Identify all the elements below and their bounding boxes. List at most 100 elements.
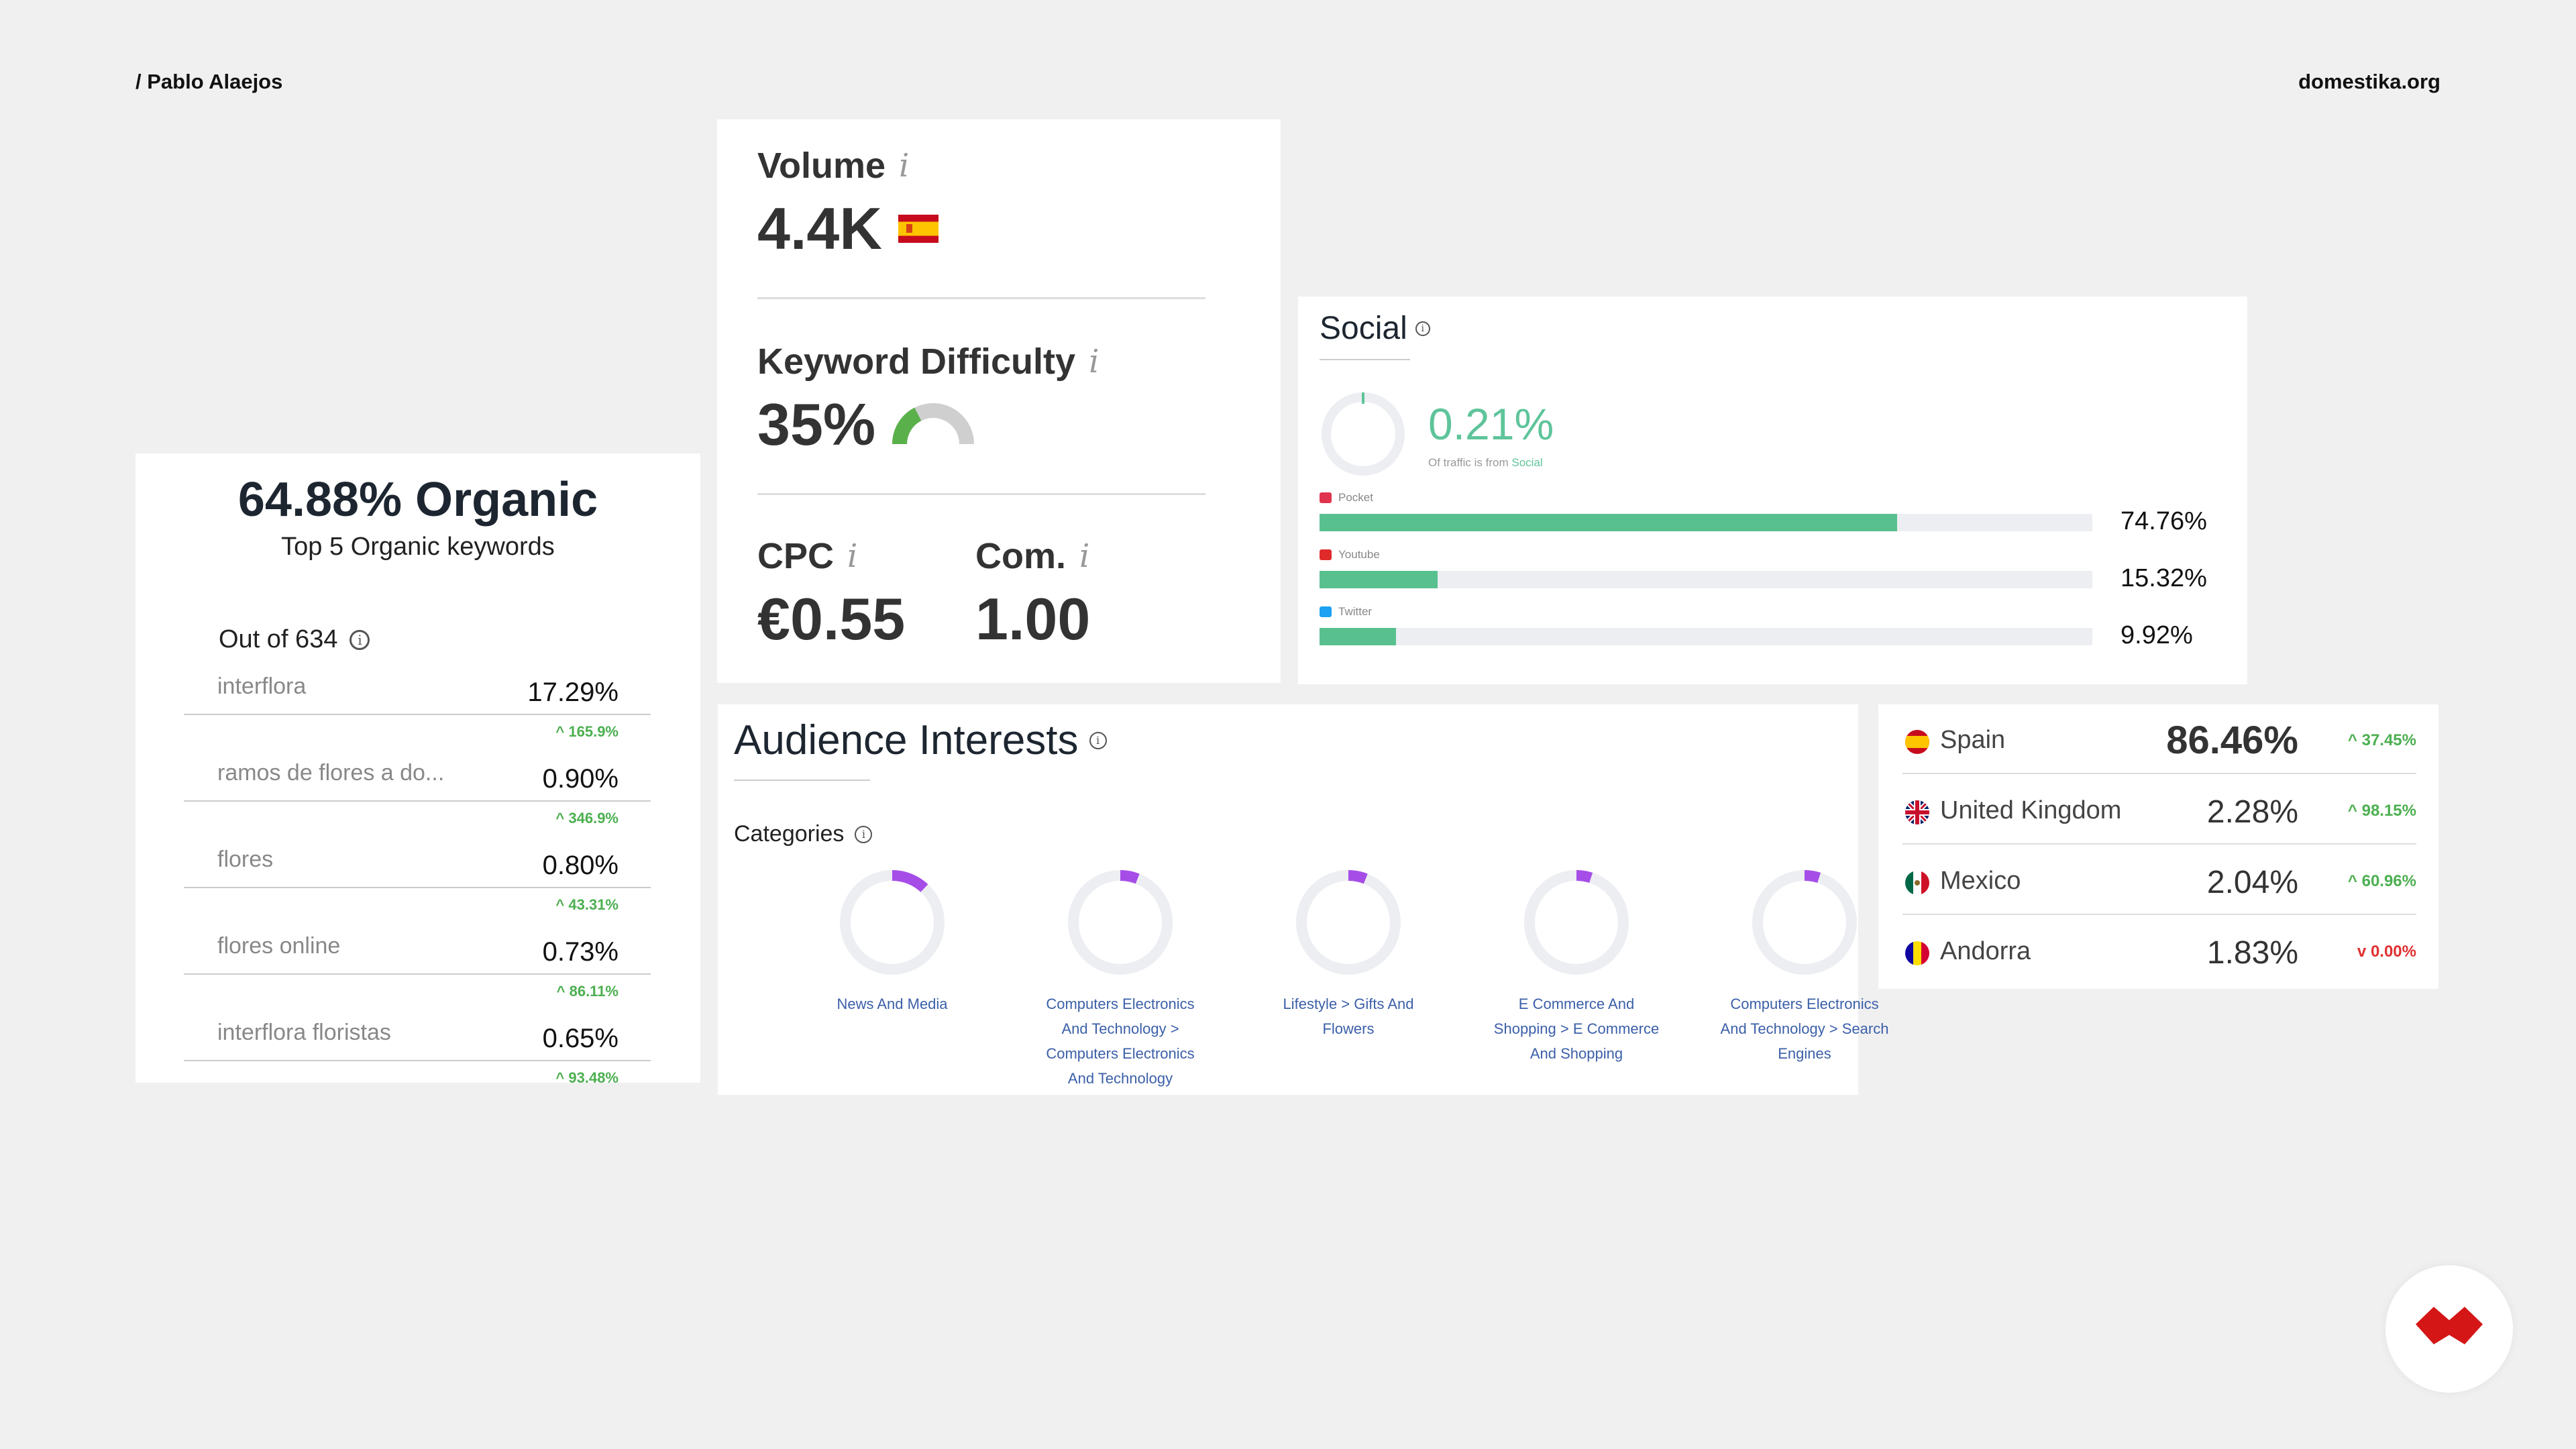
social-heading: Social i xyxy=(1320,310,1430,347)
social-channel-label: Twitter xyxy=(1320,605,1372,619)
category-name[interactable]: E Commerce And Shopping > E Commerce And… xyxy=(1493,996,1660,1062)
country-change-value: 37.45% xyxy=(2361,731,2416,749)
keyword-name: ramos de flores a do... xyxy=(217,760,445,786)
country-row[interactable]: Andorra 1.83% v 0.00% xyxy=(1902,916,2416,985)
info-icon[interactable]: i xyxy=(1089,731,1107,749)
category-name[interactable]: Computers Electronics And Technology > C… xyxy=(1046,996,1195,1087)
category-item[interactable]: Computers Electronics And Technology > C… xyxy=(1033,865,1208,1091)
social-note-source: Social xyxy=(1511,456,1543,469)
country-row[interactable]: United Kingdom 2.28% ^ 98.15% xyxy=(1902,775,2416,845)
arrow-up-icon: ^ xyxy=(555,896,569,913)
category-name[interactable]: News And Media xyxy=(837,996,948,1012)
social-channel-bar-fill xyxy=(1320,514,1898,531)
arrow-up-icon: ^ xyxy=(555,1069,569,1086)
arrow-down-icon: v xyxy=(2357,943,2371,961)
country-change-value: 60.96% xyxy=(2361,872,2416,890)
andorra-flag-icon xyxy=(1905,941,1929,965)
category-item[interactable]: News And Media xyxy=(805,865,979,1016)
social-channel-value: 74.76% xyxy=(2121,507,2207,535)
social-channel-label: Youtube xyxy=(1320,548,1380,561)
arrow-up-icon: ^ xyxy=(555,810,569,826)
difficulty-gauge-icon xyxy=(892,403,975,445)
category-item[interactable]: E Commerce And Shopping > E Commerce And… xyxy=(1489,865,1664,1066)
row-divider xyxy=(1902,914,2416,915)
category-share-arc xyxy=(1120,870,1140,884)
spain-flag-icon xyxy=(1905,730,1929,754)
site-label: domestika.org xyxy=(2298,70,2440,93)
keyword-percent: 0.65% xyxy=(542,1024,619,1053)
category-item[interactable]: Computers Electronics And Technology > S… xyxy=(1717,865,1892,1066)
social-channel-bar-fill xyxy=(1320,571,1438,588)
info-icon[interactable]: i xyxy=(1079,537,1090,575)
row-divider xyxy=(1902,843,2416,845)
spain-flag-icon xyxy=(898,215,938,243)
difficulty-value: 35% xyxy=(757,391,876,458)
country-row[interactable]: Mexico 2.04% ^ 60.96% xyxy=(1902,845,2416,915)
category-donut xyxy=(1068,870,1173,975)
audience-heading: Audience Interests i xyxy=(734,716,1107,764)
country-row[interactable]: Spain 86.46% ^ 37.45% xyxy=(1902,704,2416,774)
social-channel-name: Twitter xyxy=(1338,605,1373,618)
keyword-percent: 0.90% xyxy=(542,764,619,794)
info-icon[interactable]: i xyxy=(1089,343,1099,380)
keyword-row[interactable]: interflora 17.29% ^ 165.9% xyxy=(184,674,651,759)
social-card: Social i 0.21% Of traffic is from Social… xyxy=(1298,297,2247,684)
category-item[interactable]: Lifestyle > Gifts And Flowers xyxy=(1261,865,1436,1041)
title-underline xyxy=(734,780,870,781)
divider xyxy=(757,297,1205,299)
country-name: Spain xyxy=(1940,726,2006,754)
domestika-logo xyxy=(2385,1265,2513,1393)
keyword-row[interactable]: flores online 0.73% ^ 86.11% xyxy=(184,933,651,1019)
com-heading: Com. i xyxy=(975,535,1089,577)
category-donut xyxy=(1752,870,1857,975)
difficulty-label: Keyword Difficulty xyxy=(757,341,1076,382)
social-channel-bar-fill xyxy=(1320,628,1397,645)
keyword-change: ^ 165.9% xyxy=(555,723,619,741)
social-note: Of traffic is from Social xyxy=(1428,456,1543,470)
top-countries-card: Spain 86.46% ^ 37.45% United Kingdom 2.28% ^ … xyxy=(1878,704,2438,989)
keyword-row[interactable]: flores 0.80% ^ 43.31% xyxy=(184,847,651,932)
volume-value: 4.4K xyxy=(757,195,882,262)
keyword-change-value: 86.11% xyxy=(569,983,619,1000)
row-divider xyxy=(184,887,651,888)
social-channel-bar xyxy=(1320,628,2092,645)
keyword-count-label: Out of 634 xyxy=(219,625,338,653)
info-icon[interactable]: i xyxy=(1415,321,1430,336)
row-divider xyxy=(184,714,651,715)
keyword-name: flores online xyxy=(217,933,341,959)
info-icon[interactable]: i xyxy=(899,147,910,184)
category-name[interactable]: Computers Electronics And Technology > S… xyxy=(1720,996,1889,1062)
arrow-up-icon: ^ xyxy=(2347,731,2362,749)
social-channel-name: Youtube xyxy=(1338,548,1380,561)
category-share-arc xyxy=(1576,870,1593,883)
country-change: ^ 37.45% xyxy=(2348,731,2416,750)
keyword-row[interactable]: interflora floristas 0.65% ^ 93.48% xyxy=(184,1020,651,1106)
country-percent: 1.83% xyxy=(2206,935,2298,971)
category-name[interactable]: Lifestyle > Gifts And Flowers xyxy=(1283,996,1414,1037)
keyword-change-value: 43.31% xyxy=(568,896,619,913)
author-label: / Pablo Alaejos xyxy=(136,70,283,93)
country-name: Mexico xyxy=(1940,867,2021,895)
twitter-icon xyxy=(1320,606,1332,617)
country-change-value: 0.00% xyxy=(2370,943,2416,961)
category-share-arc xyxy=(1804,870,1821,883)
country-change: ^ 98.15% xyxy=(2348,802,2416,820)
country-change: v 0.00% xyxy=(2357,943,2416,961)
social-channel-bar xyxy=(1320,571,2092,588)
cpc-heading: CPC i xyxy=(757,535,857,577)
row-divider xyxy=(184,800,651,802)
social-note-prefix: Of traffic is from xyxy=(1428,456,1509,469)
arrow-up-icon: ^ xyxy=(556,983,570,1000)
info-icon[interactable]: i xyxy=(350,629,370,650)
social-channel-value: 15.32% xyxy=(2121,564,2207,592)
youtube-icon xyxy=(1320,549,1332,560)
keyword-count: Out of 634 i xyxy=(219,625,370,654)
info-icon[interactable]: i xyxy=(847,537,858,575)
uk-flag-icon xyxy=(1905,800,1929,824)
difficulty-heading: Keyword Difficulty i xyxy=(757,341,1099,382)
social-channel-bar xyxy=(1320,514,2092,531)
keyword-row[interactable]: ramos de flores a do... 0.90% ^ 346.9% xyxy=(184,760,651,846)
info-icon[interactable]: i xyxy=(855,825,873,843)
com-label: Com. xyxy=(975,536,1066,576)
cpc-label: CPC xyxy=(757,536,835,576)
